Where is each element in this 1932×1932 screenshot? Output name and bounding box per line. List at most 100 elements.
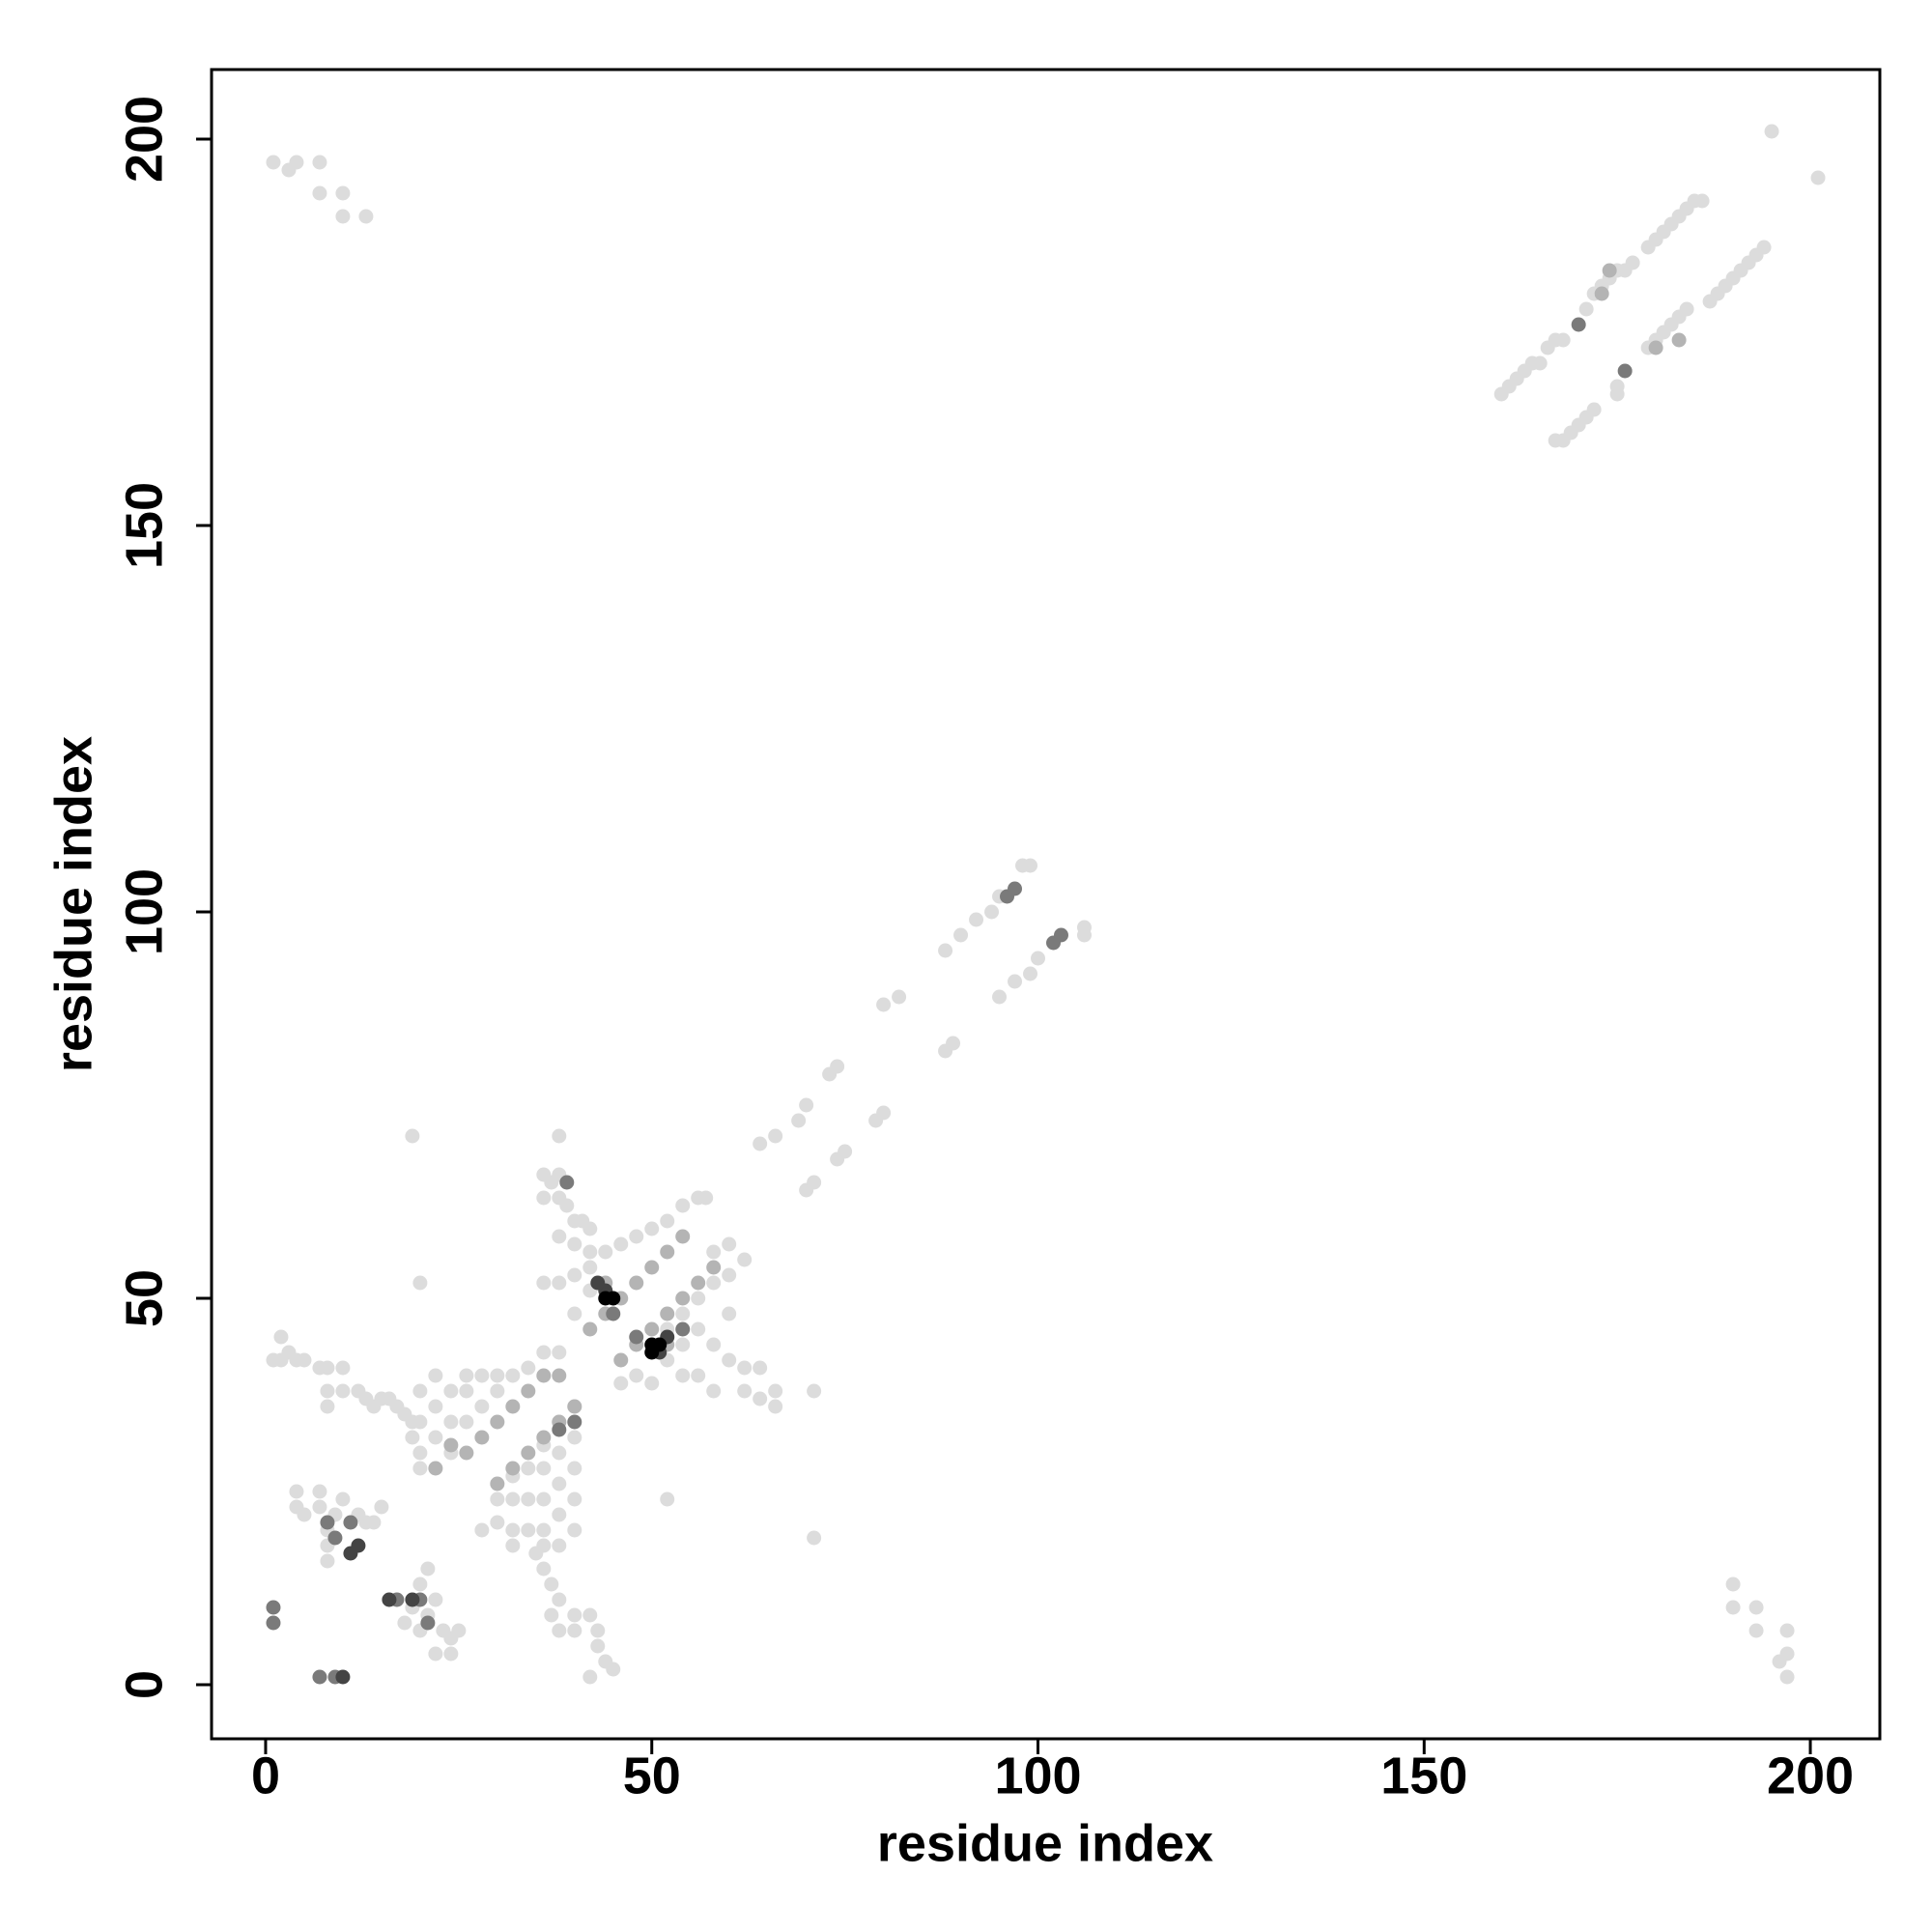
point: [412, 1414, 428, 1430]
point: [343, 1515, 358, 1530]
point: [567, 1522, 582, 1538]
point: [559, 1198, 575, 1213]
point: [1578, 301, 1594, 317]
point: [675, 1229, 691, 1244]
point: [374, 1499, 389, 1515]
point: [544, 1577, 559, 1592]
x-tick-label: 200: [1767, 1747, 1854, 1804]
point: [297, 1507, 312, 1522]
point: [428, 1399, 443, 1414]
y-tick-label: 50: [115, 1269, 173, 1327]
point: [559, 1175, 575, 1190]
point: [675, 1291, 691, 1306]
y-tick-label: 150: [115, 482, 173, 569]
point: [397, 1615, 412, 1631]
point: [312, 155, 327, 170]
point: [1648, 340, 1663, 355]
point: [1748, 1600, 1764, 1615]
point: [420, 1561, 436, 1577]
point: [768, 1399, 783, 1414]
x-tick-label: 50: [623, 1747, 681, 1804]
point: [536, 1430, 552, 1445]
point: [644, 1345, 660, 1360]
point: [582, 1260, 598, 1275]
point: [459, 1445, 474, 1461]
point: [675, 1321, 691, 1337]
point: [675, 1198, 691, 1213]
point: [266, 1615, 281, 1631]
point: [567, 1399, 582, 1414]
point: [428, 1430, 443, 1445]
y-tick-label: 200: [115, 96, 173, 183]
point: [521, 1461, 536, 1476]
point: [474, 1430, 490, 1445]
point: [320, 1553, 335, 1569]
point: [567, 1236, 582, 1252]
point: [528, 1546, 544, 1561]
point: [722, 1236, 737, 1252]
point: [521, 1492, 536, 1507]
point: [490, 1383, 505, 1399]
point: [536, 1461, 552, 1476]
point: [660, 1244, 675, 1260]
point: [675, 1306, 691, 1321]
point: [420, 1615, 436, 1631]
point: [644, 1376, 660, 1391]
point: [582, 1244, 598, 1260]
point: [1076, 920, 1092, 935]
point: [1679, 301, 1694, 317]
point: [1725, 1577, 1741, 1592]
point: [969, 912, 984, 927]
point: [722, 1267, 737, 1283]
point: [838, 1144, 853, 1159]
point: [335, 1383, 351, 1399]
point: [320, 1399, 335, 1414]
point: [567, 1461, 582, 1476]
point: [521, 1522, 536, 1538]
point: [629, 1329, 644, 1345]
point: [474, 1368, 490, 1383]
point: [698, 1190, 714, 1206]
point: [706, 1275, 722, 1291]
point: [1694, 193, 1710, 209]
point: [552, 1476, 567, 1492]
point: [382, 1592, 397, 1607]
point: [552, 1368, 567, 1383]
point: [613, 1376, 629, 1391]
point: [660, 1213, 675, 1229]
point: [443, 1646, 459, 1662]
point: [691, 1321, 706, 1337]
point: [320, 1360, 335, 1376]
point: [505, 1538, 521, 1553]
point: [953, 927, 969, 943]
point: [366, 1515, 382, 1530]
point: [428, 1368, 443, 1383]
x-tick-label: 150: [1380, 1747, 1467, 1804]
point: [552, 1623, 567, 1638]
point: [1031, 951, 1046, 966]
point: [490, 1492, 505, 1507]
point: [737, 1360, 753, 1376]
point: [474, 1399, 490, 1414]
point: [297, 1352, 312, 1368]
point: [567, 1607, 582, 1623]
point: [505, 1368, 521, 1383]
point: [536, 1368, 552, 1383]
point: [490, 1414, 505, 1430]
point: [552, 1592, 567, 1607]
point: [552, 1538, 567, 1553]
point: [830, 1059, 845, 1074]
point: [598, 1244, 613, 1260]
point: [273, 1329, 289, 1345]
point: [412, 1461, 428, 1476]
point: [629, 1275, 644, 1291]
point: [807, 1383, 822, 1399]
point: [1602, 263, 1617, 278]
point: [552, 1229, 567, 1244]
point: [606, 1662, 621, 1677]
point: [428, 1592, 443, 1607]
point: [521, 1360, 536, 1376]
point: [405, 1592, 420, 1607]
point: [505, 1399, 521, 1414]
